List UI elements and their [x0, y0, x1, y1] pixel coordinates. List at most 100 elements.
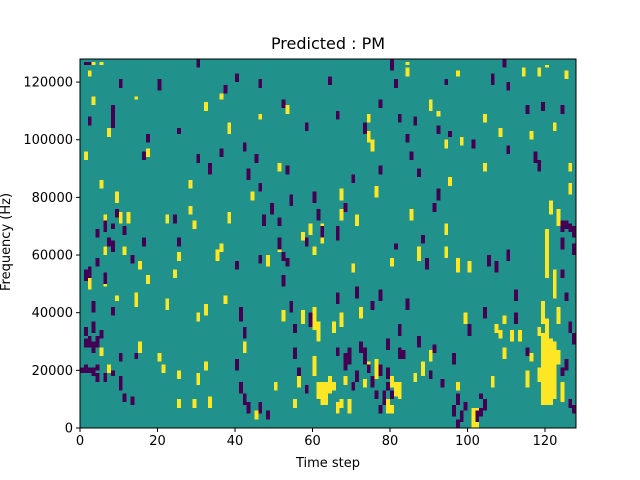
- heatmap-cell-high: [308, 223, 313, 235]
- heatmap-cell-high: [219, 243, 224, 253]
- heatmap-cell-high: [556, 350, 561, 365]
- heatmap-cell-low: [87, 61, 92, 65]
- heatmap-cell-low: [316, 208, 321, 221]
- heatmap-cell-high: [122, 246, 127, 256]
- heatmap-cell-low: [103, 220, 108, 232]
- heatmap-cell-high: [545, 318, 549, 330]
- heatmap-cell-low: [421, 234, 425, 244]
- heatmap-cell-low: [351, 174, 356, 183]
- heatmap-cell-low: [269, 203, 274, 215]
- heatmap-cell-low: [436, 125, 441, 134]
- heatmap-cell-low: [560, 237, 565, 250]
- heatmap-cell-low: [111, 370, 115, 377]
- heatmap-cell-low: [560, 269, 565, 279]
- heatmap-cell-low: [471, 139, 476, 149]
- heatmap-cell-high: [316, 321, 321, 342]
- heatmap-cell-high: [316, 381, 321, 400]
- heatmap-cell-high: [273, 381, 278, 391]
- heatmap-cell-low: [95, 364, 100, 371]
- heatmap-cell-high: [297, 376, 301, 388]
- heatmap-cell-low: [281, 275, 286, 287]
- heatmap-cell-low: [343, 203, 348, 212]
- heatmap-cell-high: [266, 255, 270, 267]
- heatmap-cell-low: [525, 105, 530, 114]
- heatmap-cell-low: [196, 59, 201, 68]
- heatmap-cell-low: [157, 79, 162, 91]
- heatmap-cell-low: [359, 341, 363, 354]
- heatmap-cell-high: [204, 361, 208, 371]
- heatmap-cell-low: [568, 321, 573, 333]
- heatmap-cell-low: [397, 113, 402, 123]
- x-tick-label: 20: [149, 434, 166, 449]
- heatmap-cell-high: [502, 347, 507, 359]
- x-tick-label: 60: [304, 434, 321, 449]
- heatmap-cell-low: [258, 79, 263, 88]
- heatmap-cell-high: [335, 402, 340, 414]
- heatmap-cell-low: [525, 347, 530, 356]
- heatmap-cell-high: [215, 249, 220, 261]
- heatmap-cell-high: [196, 373, 201, 385]
- chart-title: Predicted : PM: [271, 34, 385, 53]
- heatmap-cell-high: [537, 367, 542, 382]
- heatmap-cell-low: [397, 347, 402, 359]
- heatmap-cell-high: [320, 381, 325, 405]
- y-axis: 0 20000 40000 60000 80000 100000 120000: [23, 76, 80, 437]
- heatmap-cell-high: [428, 99, 433, 111]
- heatmap-cell-low: [258, 255, 263, 264]
- heatmap-cell-high: [176, 252, 181, 261]
- heatmap-cell-low: [281, 99, 286, 109]
- heatmap-cell-high: [99, 180, 104, 189]
- heatmap-cell-high: [300, 309, 305, 325]
- heatmap-cell-high: [138, 341, 143, 354]
- heatmap-cell-high: [227, 211, 232, 224]
- heatmap-cell-low: [401, 350, 406, 359]
- heatmap-cell-high: [281, 309, 286, 322]
- heatmap-cell-high: [145, 148, 150, 158]
- heatmap-cell-low: [514, 312, 518, 325]
- heatmap-cell-high: [537, 67, 542, 77]
- heatmap-cell-high: [548, 200, 553, 215]
- heatmap-cell-low: [145, 133, 150, 143]
- heatmap-cell-low: [506, 249, 511, 261]
- heatmap-cell-high: [91, 61, 96, 65]
- heatmap-cell-high: [250, 191, 255, 201]
- heatmap-cell-low: [572, 404, 577, 414]
- x-tick-label: 0: [76, 434, 84, 449]
- heatmap-cell-high: [114, 295, 119, 302]
- heatmap-cell-high: [339, 208, 344, 221]
- y-tick-label: 40000: [32, 306, 73, 321]
- heatmap-cell-low: [560, 367, 565, 377]
- x-axis-label: Time step: [295, 456, 360, 471]
- y-tick-label: 20000: [32, 364, 73, 379]
- heatmap-cell-low: [91, 367, 96, 377]
- heatmap-cell-high: [165, 298, 170, 310]
- heatmap-cell-low: [541, 102, 546, 111]
- heatmap-cell-low: [80, 367, 84, 374]
- y-tick-label: 80000: [32, 191, 73, 206]
- heatmap-cell-low: [335, 226, 340, 238]
- heatmap-cell-high: [390, 404, 394, 414]
- heatmap-cell-low: [95, 257, 100, 267]
- heatmap-cell-high: [347, 399, 352, 414]
- heatmap-cell-low: [343, 353, 348, 371]
- heatmap-cell-low: [285, 257, 290, 267]
- heatmap-cell-high: [188, 180, 193, 189]
- heatmap-cell-high: [502, 315, 507, 325]
- y-axis-label: Frequency (Hz): [0, 193, 14, 291]
- heatmap-cell-high: [328, 376, 332, 394]
- heatmap-cell-high: [374, 358, 379, 379]
- heatmap-cell-high: [366, 113, 371, 123]
- heatmap-cell-low: [304, 384, 309, 394]
- heatmap-cell-high: [107, 364, 112, 374]
- heatmap-cell-high: [161, 364, 166, 374]
- heatmap-cell-low: [134, 353, 139, 359]
- heatmap-cell-low: [459, 410, 464, 423]
- heatmap-cell-high: [204, 102, 208, 111]
- heatmap-cell-high: [91, 96, 96, 106]
- heatmap-cell-low: [91, 301, 96, 313]
- heatmap-cell-low: [533, 151, 538, 163]
- heatmap-cell-high: [444, 139, 449, 149]
- heatmap-cell-high: [421, 361, 425, 377]
- heatmap-cell-high: [463, 312, 468, 325]
- heatmap-cell-low: [83, 338, 88, 348]
